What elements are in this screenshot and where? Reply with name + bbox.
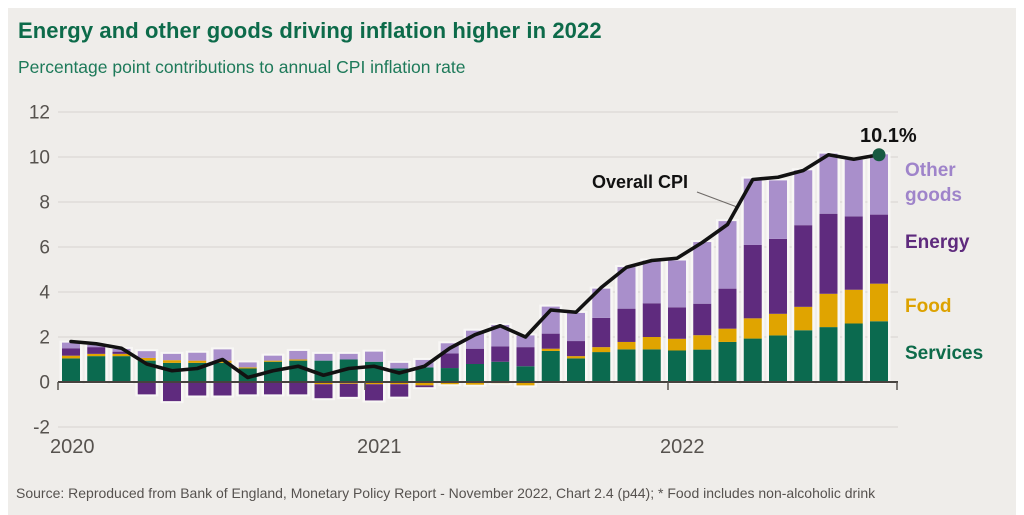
page-title: Energy and other goods driving inflation…: [18, 18, 602, 43]
chart-card: Energy and other goods driving inflation…: [8, 8, 1016, 515]
legend-other-goods: Other goods: [905, 160, 962, 206]
svg-text:6: 6: [39, 238, 50, 259]
svg-text:-2: -2: [33, 418, 50, 439]
svg-text:0: 0: [39, 373, 50, 394]
svg-text:10: 10: [29, 148, 50, 169]
svg-text:2020: 2020: [50, 436, 95, 458]
overall-cpi-annotation: Overall CPI: [592, 172, 689, 192]
legend-food: Food: [905, 296, 952, 317]
inflation-chart: 12 10 8 6 4 2 0 -2 2020 2021 2022: [8, 95, 1016, 475]
page-subtitle: Percentage point contributions to annual…: [18, 57, 466, 77]
svg-text:12: 12: [29, 103, 50, 124]
svg-text:4: 4: [39, 283, 50, 304]
end-value-label: 10.1%: [860, 125, 917, 147]
svg-text:8: 8: [39, 193, 50, 214]
svg-text:2021: 2021: [357, 436, 402, 458]
legend-services: Services: [905, 343, 984, 364]
source-note: Source: Reproduced from Bank of England,…: [16, 485, 876, 501]
svg-text:2: 2: [39, 328, 50, 349]
svg-text:2022: 2022: [660, 436, 705, 458]
legend-energy: Energy: [905, 232, 970, 253]
